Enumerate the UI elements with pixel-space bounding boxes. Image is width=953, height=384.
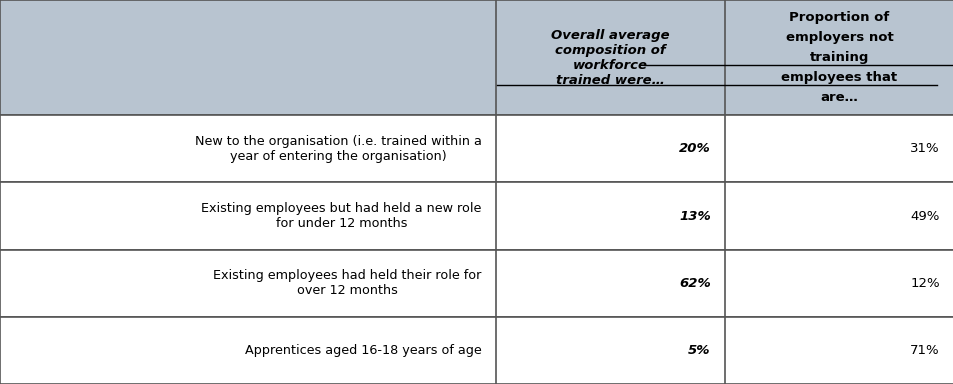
Text: training: training [809, 51, 868, 64]
Text: 49%: 49% [909, 210, 939, 222]
Bar [0, 115, 953, 182]
Text: 12%: 12% [909, 277, 939, 290]
Text: 31%: 31% [909, 142, 939, 155]
Text: Existing employees but had held a new role
for under 12 months: Existing employees but had held a new ro… [201, 202, 481, 230]
Text: Overall average
composition of
workforce
trained were…: Overall average composition of workforce… [551, 28, 669, 87]
Text: Proportion of: Proportion of [788, 11, 889, 24]
Text: Existing employees had held their role for
over 12 months: Existing employees had held their role f… [213, 269, 481, 297]
Text: 5%: 5% [687, 344, 710, 357]
Bar [0, 182, 953, 250]
Text: employees that: employees that [781, 71, 897, 84]
Text: Apprentices aged 16-18 years of age: Apprentices aged 16-18 years of age [245, 344, 481, 357]
Text: are…: are… [820, 91, 858, 104]
Text: 13%: 13% [679, 210, 710, 222]
Text: employers not: employers not [785, 31, 892, 44]
Text: New to the organisation (i.e. trained within a
year of entering the organisation: New to the organisation (i.e. trained wi… [194, 135, 481, 163]
Bar [0, 250, 953, 317]
Text: 62%: 62% [679, 277, 710, 290]
Text: 71%: 71% [909, 344, 939, 357]
Bar [0, 317, 953, 384]
Text: 20%: 20% [679, 142, 710, 155]
Bar [0, 0, 953, 115]
